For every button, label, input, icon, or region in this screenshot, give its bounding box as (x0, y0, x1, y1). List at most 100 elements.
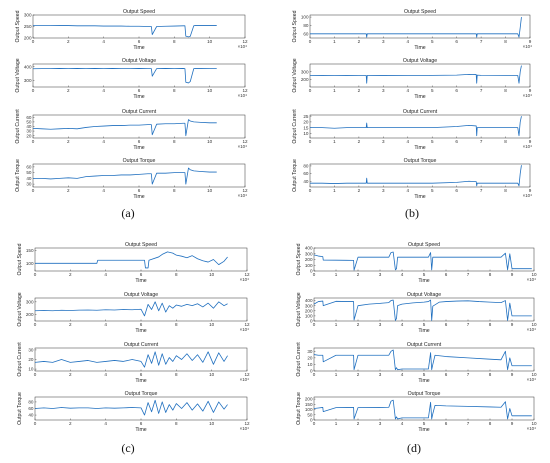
series-line (35, 251, 228, 269)
x-tick-label: 1 (335, 372, 338, 377)
series-line (34, 351, 228, 368)
y-tick-label: 300 (24, 78, 32, 83)
x-tick-label: 12 (244, 322, 250, 327)
x-exponent-label: ×10⁴ (527, 377, 536, 382)
y-tick-label: 20 (26, 133, 32, 138)
x-tick-label: 7 (480, 88, 483, 93)
y-tick-label: 80 (28, 400, 34, 405)
plot-area (32, 63, 246, 88)
y-tick-label: 300 (26, 299, 34, 304)
x-tick-label: 2 (357, 372, 360, 377)
y-tick-label: 0 (310, 418, 313, 423)
x-tick-label: 4 (104, 322, 107, 327)
x-tick-label: 5 (423, 372, 426, 377)
x-tick-label: 0 (309, 39, 312, 44)
y-tick-label: 100 (26, 261, 34, 266)
x-tick-label: 6 (140, 372, 143, 377)
x-axis-label: Time (135, 328, 146, 334)
x-tick-label: 0 (309, 188, 312, 193)
x-exponent-label: ×10⁴ (240, 377, 249, 382)
x-tick-label: 0 (313, 322, 316, 327)
y-tick-label: 30 (26, 129, 32, 134)
x-tick-label: 4 (102, 188, 105, 193)
x-axis-label: Time (418, 328, 429, 334)
x-tick-label: 6 (455, 39, 458, 44)
y-tick-label: 50 (307, 412, 313, 417)
x-exponent-label: ×10⁴ (238, 193, 247, 198)
y-tick-label: 400 (305, 298, 313, 303)
x-tick-label: 8 (489, 322, 492, 327)
x-tick-label: 12 (242, 139, 248, 144)
x-tick-label: 0 (32, 39, 35, 44)
x-axis-label: Time (133, 45, 144, 51)
x-tick-label: 6 (138, 188, 141, 193)
x-exponent-label: ×10⁴ (527, 277, 536, 282)
x-tick-label: 2 (358, 188, 361, 193)
x-tick-label: 7 (480, 39, 483, 44)
series-line (310, 165, 522, 187)
x-tick-label: 2 (357, 272, 360, 277)
x-exponent-label: ×10⁴ (238, 93, 247, 98)
x-tick-label: 8 (173, 39, 176, 44)
x-exponent-label: ×10⁴ (238, 144, 247, 149)
y-tick-label: 200 (305, 397, 313, 402)
x-tick-label: 2 (69, 272, 72, 277)
x-exponent-label: ×10⁴ (523, 144, 532, 149)
x-tick-label: 10 (209, 272, 215, 277)
x-axis-label: Time (414, 45, 425, 51)
x-tick-label: 4 (401, 421, 404, 426)
x-tick-label: 2 (69, 372, 72, 377)
y-tick-label: 200 (301, 77, 309, 82)
y-tick-label: 20 (303, 120, 309, 125)
x-axis-label: Time (418, 427, 429, 433)
y-tick-label: 0 (310, 319, 313, 324)
y-tick-label: 40 (303, 179, 309, 184)
x-tick-label: 12 (244, 421, 250, 426)
y-axis-label: Output Current (296, 342, 302, 377)
y-tick-label: 60 (28, 406, 34, 411)
x-tick-label: 3 (379, 421, 382, 426)
y-tick-label: 100 (305, 313, 313, 318)
x-tick-label: 8 (175, 421, 178, 426)
subplot-output-current: Output Current 0 2 4 6 8 10 12×10⁴ Time 203040506… (15, 109, 248, 151)
x-tick-label: 0 (309, 139, 312, 144)
x-tick-label: 9 (529, 88, 532, 93)
x-tick-label: 10 (531, 272, 537, 277)
x-tick-label: 1 (333, 139, 336, 144)
x-axis-label: Time (414, 194, 425, 200)
x-tick-label: 6 (455, 188, 458, 193)
y-tick-label: 80 (303, 164, 309, 169)
x-tick-label: 5 (423, 421, 426, 426)
y-tick-label: 40 (26, 124, 32, 129)
plot-area (34, 247, 248, 272)
y-tick-label: 0 (310, 369, 313, 374)
y-tick-label: 60 (303, 171, 309, 176)
y-tick-label: 400 (305, 246, 313, 251)
chart-title: Output Voltage (407, 292, 441, 298)
x-tick-label: 2 (357, 322, 360, 327)
x-tick-label: 4 (104, 421, 107, 426)
y-tick-label: 80 (303, 23, 309, 28)
y-tick-label: 300 (305, 251, 313, 256)
x-tick-label: 2 (67, 88, 70, 93)
y-tick-label: 30 (28, 348, 34, 353)
x-tick-label: 10 (531, 421, 537, 426)
x-tick-label: 0 (313, 421, 316, 426)
y-axis-label: Output Current (15, 109, 21, 144)
y-tick-label: 10 (307, 362, 313, 367)
x-tick-label: 2 (358, 39, 361, 44)
chart-title: Output Torque (404, 158, 437, 164)
chart-title: Output Current (407, 342, 442, 348)
x-tick-label: 0 (34, 372, 37, 377)
x-tick-label: 1 (335, 421, 338, 426)
x-tick-label: 10 (531, 372, 537, 377)
